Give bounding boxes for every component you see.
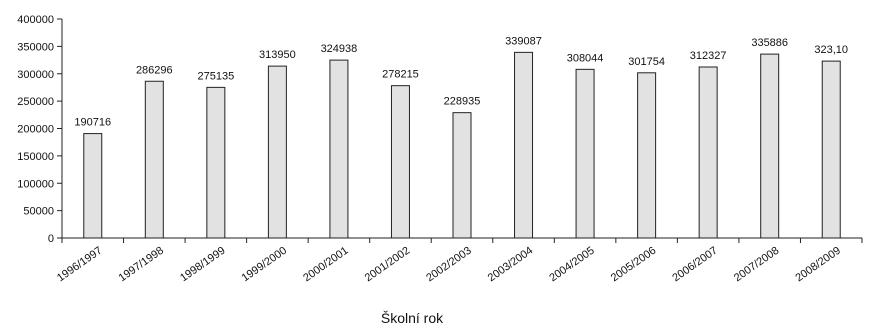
bar [144, 80, 164, 239]
y-tick-label: 50000 [23, 206, 54, 218]
y-tick-label: 200000 [17, 124, 54, 136]
data-label: 308044 [567, 52, 604, 64]
bar [390, 85, 410, 239]
bar [698, 66, 718, 239]
x-tick-label: 2001/2002 [363, 245, 412, 285]
bar [575, 68, 595, 239]
x-tick-label: 2006/2007 [670, 245, 719, 285]
bar [83, 133, 103, 239]
data-label: 312327 [690, 50, 727, 62]
x-tick-label: 2004/2005 [547, 245, 596, 285]
x-tick-label: 2007/2008 [732, 245, 781, 285]
data-label: 301754 [628, 56, 665, 68]
x-tick-label: 2003/2004 [486, 245, 535, 285]
y-tick-label: 350000 [17, 41, 54, 53]
y-tick-label: 0 [48, 233, 54, 245]
data-label: 324938 [321, 43, 358, 55]
bar [637, 72, 657, 239]
bar [821, 60, 841, 239]
y-tick-label: 300000 [17, 69, 54, 81]
data-label: 286296 [136, 64, 173, 76]
bar [206, 86, 226, 239]
value-labels: 190716 286296 275135 313950 324938 278215 2289… [74, 35, 848, 128]
x-tick-label: 2005/2006 [609, 245, 658, 285]
data-label: 190716 [74, 117, 111, 129]
x-tick-label: 1999/2000 [240, 245, 289, 285]
y-tick-label: 250000 [17, 96, 54, 108]
x-tick-label: 2008/2009 [793, 245, 842, 285]
x-tick-label: 1997/1998 [117, 245, 166, 285]
x-axis-title: Školní rok [381, 310, 444, 326]
x-tick-label: 1996/1997 [55, 245, 104, 285]
bar [267, 65, 287, 239]
y-axis: 0 50000 100000 150000 200000 250000 300000 3500… [17, 14, 63, 245]
x-axis [61, 237, 863, 243]
bar [514, 51, 534, 239]
x-tick-labels: 1996/1997 1997/1998 1998/1999 1999/2000 2000… [55, 245, 843, 285]
x-tick-label: 2002/2003 [424, 245, 473, 285]
x-tick-label: 2000/2001 [301, 245, 350, 285]
data-label: 228935 [444, 96, 481, 108]
y-tick-label: 400000 [17, 14, 54, 26]
data-label: 323,10 [814, 44, 848, 56]
data-label: 339087 [505, 35, 542, 47]
bar [329, 59, 349, 239]
y-tick-label: 100000 [17, 178, 54, 190]
data-label: 278215 [382, 69, 419, 81]
y-tick-label: 150000 [17, 151, 54, 163]
data-label: 313950 [259, 49, 296, 61]
bars [83, 51, 841, 239]
bar [452, 112, 472, 239]
data-label: 335886 [751, 37, 788, 49]
data-label: 275135 [197, 70, 234, 82]
x-tick-label: 1998/1999 [178, 245, 227, 285]
bar [760, 53, 780, 239]
